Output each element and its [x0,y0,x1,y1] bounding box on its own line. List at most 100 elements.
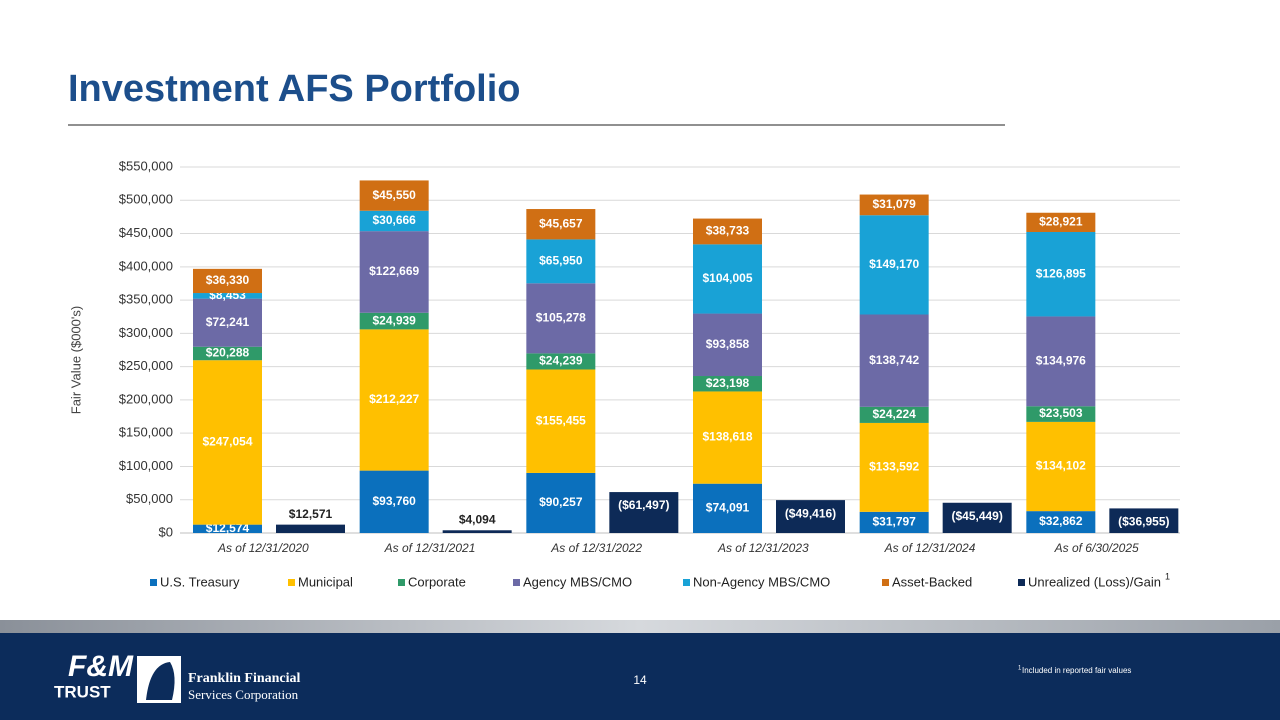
data-label: $122,669 [369,264,419,278]
bar [776,500,845,533]
x-tick-label: As of 6/30/2025 [1054,541,1139,555]
data-label: $138,742 [869,353,919,367]
bar-segment [359,329,429,471]
slide-title: Investment AFS Portfolio [68,68,521,110]
bar [276,524,345,533]
footer-band [0,620,1280,633]
bar-segment [1026,231,1096,317]
bar-segment [359,231,429,313]
bar-segment [693,244,762,314]
y-tick-label: $550,000 [119,158,173,173]
legend-swatch [1018,579,1025,586]
bar-segment [193,268,262,294]
page-number: 14 [633,673,647,687]
legend-swatch [683,579,690,586]
legend-label: Municipal [298,574,353,589]
bar-segment [693,376,762,392]
y-axis-title: Fair Value ($000's) [68,306,83,414]
legend-swatch [882,579,889,586]
bar-segment [1026,511,1096,533]
legend-label: Asset-Backed [892,574,972,589]
data-label: $20,288 [206,346,250,360]
data-label: $93,760 [372,494,416,508]
bar [942,502,1012,533]
bar-segment [1026,406,1096,422]
data-label: $149,170 [869,257,919,271]
bar-segment [693,313,762,377]
y-tick-label: $500,000 [119,192,173,207]
legend-swatch [513,579,520,586]
footnote: Included in reported fair values [1022,666,1131,675]
bar-segment [526,472,596,533]
franklin-logo: Franklin Financial [188,671,301,686]
bar-segment [193,298,262,347]
bar-segment [193,346,262,361]
bar-segment [526,239,596,284]
legend-label: Corporate [408,574,466,589]
data-label: $36,330 [206,273,250,287]
data-label: $134,976 [1036,354,1086,368]
y-tick-label: $450,000 [119,225,173,240]
data-label: $4,094 [459,512,496,526]
data-label: $23,503 [1039,406,1083,420]
data-label: ($49,416) [785,506,836,520]
bar-segment [526,353,596,370]
data-label: $31,797 [872,515,916,529]
data-label: $134,102 [1036,459,1086,473]
legend-label: Non-Agency MBS/CMO [693,574,830,589]
bar-segment [693,218,762,245]
data-label: $93,858 [706,337,750,351]
x-tick-label: As of 12/31/2020 [217,541,309,555]
bar-segment [693,483,762,533]
data-label: $138,618 [702,430,752,444]
bar-segment [193,360,262,525]
bar-segment [359,180,429,211]
bar-segment [1026,212,1096,232]
data-label: $31,079 [872,197,916,211]
bar-segment [359,312,429,330]
bar-segment [1026,421,1096,512]
legend-swatch [398,579,405,586]
y-tick-label: $200,000 [119,391,173,406]
data-label: ($45,449) [951,509,1002,523]
x-tick-label: As of 12/31/2021 [384,541,476,555]
lion-icon [146,662,175,700]
y-tick-label: $0 [159,524,173,539]
data-label: $24,939 [372,313,416,327]
bar-segment [859,422,929,512]
bar [1109,508,1179,533]
data-label: $24,239 [539,354,583,368]
bar [442,530,512,533]
y-tick-label: $400,000 [119,258,173,273]
data-label: $23,198 [706,376,750,390]
data-label: $133,592 [869,460,919,474]
data-label: ($36,955) [1118,515,1169,529]
legend-note: 1 [1165,571,1170,581]
data-label: ($61,497) [618,498,669,512]
bar-segment [859,314,929,407]
fm-logo-sub: TRUST [54,682,111,701]
data-label: $65,950 [539,254,583,268]
y-tick-label: $350,000 [119,292,173,307]
data-label: $90,257 [539,495,583,509]
data-label: $72,241 [206,315,250,329]
x-tick-label: As of 12/31/2024 [884,541,976,555]
data-label: $30,666 [372,213,416,227]
x-tick-label: As of 12/31/2023 [717,541,809,555]
y-tick-label: $150,000 [119,425,173,440]
bar-segment [859,215,929,315]
bar-segment [859,511,929,533]
fm-logo: F&M [68,650,134,683]
legend-label: Unrealized (Loss)/Gain [1028,574,1161,589]
bar-segment [359,210,429,232]
data-label: $12,571 [289,507,333,521]
data-label: $32,862 [1039,514,1083,528]
data-label: $74,091 [706,501,750,515]
data-label: $28,921 [1039,215,1083,229]
franklin-logo-sub: Services Corporation [188,687,299,702]
bar-segment [193,524,262,533]
y-tick-label: $300,000 [119,325,173,340]
data-label: $45,657 [539,216,583,230]
legend-label: Agency MBS/CMO [523,574,632,589]
